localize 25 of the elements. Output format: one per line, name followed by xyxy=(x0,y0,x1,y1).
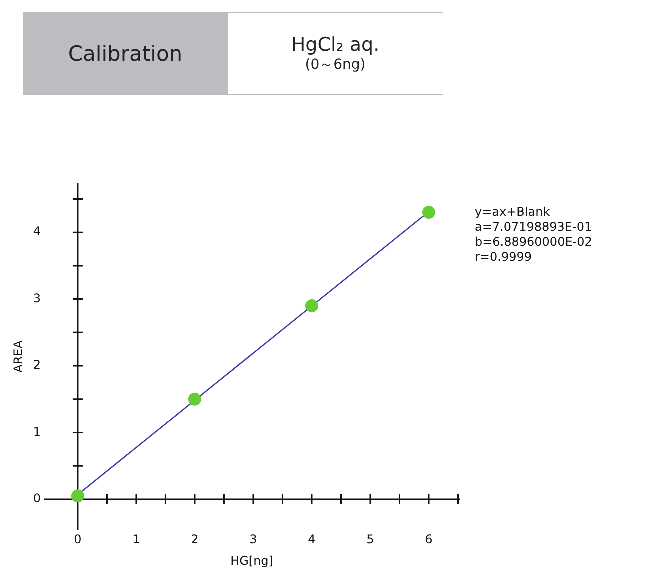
x-tick-label: 2 xyxy=(191,532,199,547)
y-tick-label: 0 xyxy=(33,492,42,506)
y-axis-title: AREA xyxy=(11,340,26,373)
text: a=7.07198893E-01 xyxy=(475,220,592,235)
text: b=6.88960000E-02 xyxy=(475,235,592,250)
x-tick-label: 3 xyxy=(250,532,258,547)
point xyxy=(422,206,436,220)
point xyxy=(188,392,202,406)
y-tick-label: 1 xyxy=(33,424,42,439)
text: r=0.9999 xyxy=(475,250,533,265)
text: y=ax+Blank xyxy=(475,205,552,220)
text: (0～6ng) xyxy=(305,56,366,74)
y-tick-label: 2 xyxy=(33,358,42,372)
x-tick-label: 1 xyxy=(132,532,140,547)
x-tick-label: 6 xyxy=(425,532,433,547)
y-tick-label: 4 xyxy=(33,224,42,239)
y-tick-label: 3 xyxy=(33,291,42,306)
chart-title: Calibration xyxy=(23,13,228,94)
x-axis-title: HG[ng] xyxy=(230,554,274,568)
x-tick-label: 5 xyxy=(366,532,374,547)
point xyxy=(305,299,318,312)
x-tick-label: 0 xyxy=(74,532,82,547)
x-tick-label: 4 xyxy=(308,532,316,547)
chart-subtitle: HgCl₂ aq. xyxy=(291,34,380,56)
point xyxy=(71,490,84,503)
